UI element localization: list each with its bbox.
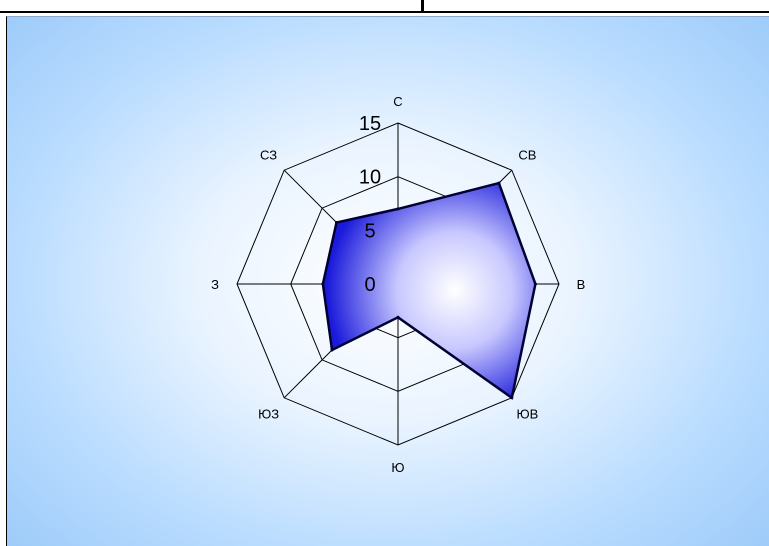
tick-label: 10	[359, 167, 381, 189]
tick-label: 15	[359, 113, 381, 135]
top-divider-line	[0, 11, 769, 13]
top-border	[0, 0, 769, 14]
category-label: СВ	[518, 148, 536, 163]
series-area-0	[321, 181, 537, 400]
data-point-3	[510, 396, 514, 400]
category-label: СЗ	[260, 148, 277, 163]
category-label: С	[393, 94, 402, 109]
radar-chart: С СВ В ЮВ Ю ЮЗ З СЗ 0 5 10 15	[211, 94, 585, 475]
category-label: З	[211, 277, 219, 292]
data-point-7	[335, 221, 338, 224]
data-point-1	[497, 181, 501, 185]
column-divider-line	[421, 0, 424, 13]
chart-area: С СВ В ЮВ Ю ЮЗ З СЗ 0 5 10 15	[6, 16, 769, 546]
data-point-4	[396, 315, 400, 319]
data-point-2	[533, 282, 537, 286]
data-point-6	[321, 282, 325, 286]
tick-label: 0	[364, 274, 375, 296]
tick-label: 5	[364, 220, 375, 242]
data-point-5	[330, 348, 334, 352]
category-label: Ю	[391, 460, 404, 475]
tick-labels: 0 5 10 15	[359, 113, 381, 296]
category-label: ЮЗ	[258, 406, 279, 421]
data-point-0	[396, 207, 400, 211]
category-label: В	[577, 277, 586, 292]
series-layer	[321, 181, 537, 400]
category-label: ЮВ	[516, 406, 538, 421]
category-labels: С СВ В ЮВ Ю ЮЗ З СЗ	[211, 94, 585, 475]
